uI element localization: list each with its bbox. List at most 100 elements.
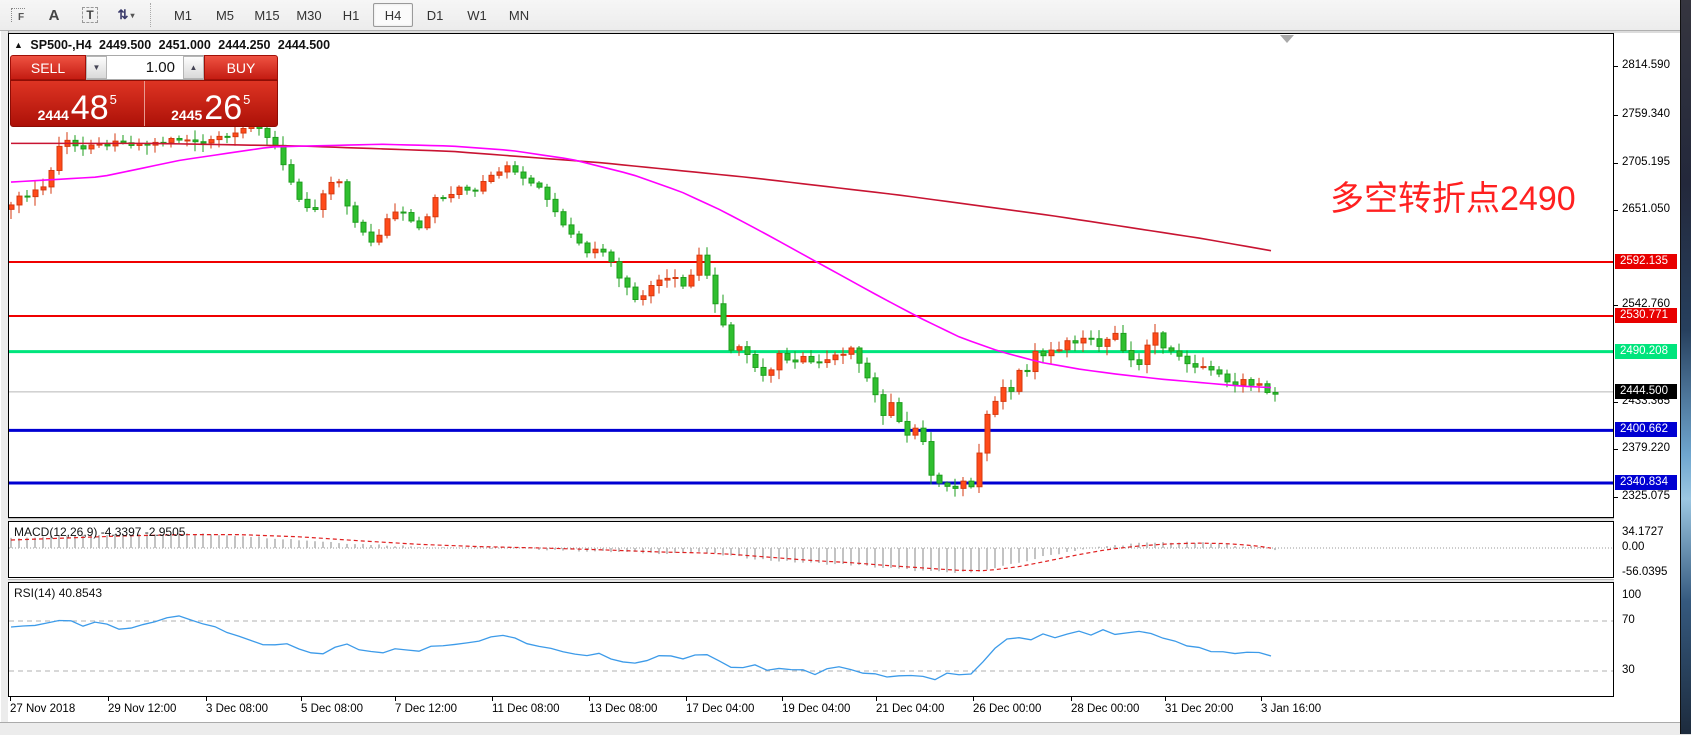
price-axis-label: 2651.050 bbox=[1622, 203, 1670, 216]
price-axis-tickmark bbox=[1614, 114, 1618, 116]
price-level-badge: 2400.662 bbox=[1615, 422, 1677, 438]
date-axis-label: 17 Dec 04:00 bbox=[686, 703, 755, 715]
macd-chart bbox=[9, 532, 1613, 573]
buy-button[interactable]: BUY bbox=[204, 55, 278, 80]
date-axis[interactable]: 27 Nov 2018 29 Nov 12:00 3 Dec 08:00 5 Dec … bbox=[8, 697, 1614, 722]
date-axis-tickmark bbox=[1071, 697, 1072, 701]
price-axis-tickmark bbox=[1614, 401, 1618, 403]
buy-price-big: 26 bbox=[204, 89, 243, 127]
price-axis-column[interactable]: 2814.590 2759.340 2705.195 2651.050 2542.760… bbox=[1614, 33, 1680, 722]
text-box-tool[interactable]: T bbox=[73, 2, 107, 28]
date-axis-tickmark bbox=[782, 697, 783, 701]
buy-price-sup: 5 bbox=[243, 92, 251, 107]
buy-price-display[interactable]: 2445 26 5 bbox=[145, 81, 278, 126]
date-axis-label: 28 Dec 00:00 bbox=[1071, 703, 1140, 715]
panel-separator[interactable] bbox=[8, 518, 1614, 521]
price-axis-label: 2379.220 bbox=[1622, 442, 1670, 455]
sell-button[interactable]: SELL bbox=[10, 55, 86, 80]
title-arrow-icon[interactable]: ▲ bbox=[14, 40, 23, 50]
price-axis-label: 2759.340 bbox=[1622, 107, 1670, 120]
date-axis-tickmark bbox=[973, 697, 974, 701]
timeframe-button-d1[interactable]: D1 bbox=[426, 7, 444, 23]
chart-window: ▲ SP500-,H4 2449.500 2451.000 2444.250 2… bbox=[8, 33, 1680, 722]
boxed-t-icon: T bbox=[82, 7, 98, 23]
rsi-label: RSI(14) 40.8543 bbox=[14, 586, 102, 600]
date-axis-label: 26 Dec 00:00 bbox=[973, 703, 1042, 715]
sell-price-sup: 5 bbox=[109, 92, 117, 107]
timeframe-button-h1[interactable]: H1 bbox=[342, 7, 360, 23]
ohlc-close: 2444.500 bbox=[277, 38, 331, 52]
price-axis-label: 2814.590 bbox=[1622, 59, 1670, 72]
volume-decrease-button[interactable]: ▼ bbox=[86, 56, 107, 79]
date-axis-tickmark bbox=[1261, 697, 1262, 701]
chart-shift-marker-icon[interactable] bbox=[1280, 35, 1294, 43]
price-axis-tickmark bbox=[1614, 162, 1618, 164]
date-axis-label: 27 Nov 2018 bbox=[10, 703, 76, 715]
timeframe-button-h4[interactable]: H4 bbox=[373, 3, 413, 27]
date-axis-tickmark bbox=[686, 697, 687, 701]
date-axis-label: 31 Dec 20:00 bbox=[1165, 703, 1234, 715]
timeframe-button-m5[interactable]: M5 bbox=[215, 7, 235, 23]
timeframe-button-m30[interactable]: M30 bbox=[296, 7, 322, 23]
macd-name: MACD(12,26,9) bbox=[14, 525, 98, 539]
price-axis-label: 2542.760 bbox=[1622, 298, 1670, 311]
macd-values: -4.3397 -2.9505 bbox=[100, 525, 186, 539]
date-axis-label: 19 Dec 04:00 bbox=[782, 703, 851, 715]
timeframe-button-w1[interactable]: W1 bbox=[467, 7, 487, 23]
date-axis-tickmark bbox=[876, 697, 877, 701]
price-axis-label: 2705.195 bbox=[1622, 155, 1670, 168]
price-axis-tickmark bbox=[1614, 210, 1618, 212]
price-axis-tickmark bbox=[1614, 449, 1618, 451]
rsi-axis-label: 30 bbox=[1622, 664, 1635, 676]
date-axis-tickmark bbox=[589, 697, 590, 701]
price-axis-tickmark bbox=[1614, 496, 1618, 498]
volume-increase-button[interactable]: ▲ bbox=[183, 56, 204, 79]
macd-axis-label: 34.1727 bbox=[1622, 525, 1664, 538]
letter-a-icon: A bbox=[48, 6, 60, 24]
text-label-tool[interactable]: A bbox=[37, 2, 71, 28]
arrows-tool[interactable]: ⇅ ▾ bbox=[109, 2, 143, 28]
rsi-name: RSI(14) bbox=[14, 586, 56, 600]
price-level-badge: 2490.208 bbox=[1615, 343, 1677, 359]
timeframe-button-group: M1 M5 M15 M30 H1 H4 D1 W1 MN bbox=[162, 3, 540, 27]
rsi-axis-label: 100 bbox=[1622, 589, 1642, 601]
date-axis-tickmark bbox=[395, 697, 396, 701]
chevron-down-icon: ▾ bbox=[130, 10, 135, 20]
grid-f-icon: F bbox=[10, 8, 26, 23]
date-axis-label: 21 Dec 04:00 bbox=[876, 703, 945, 715]
one-click-trade-panel: SELL ▼ ▲ BUY 2444 48 5 2445 26 5 bbox=[10, 55, 278, 127]
date-axis-tickmark bbox=[492, 697, 493, 701]
timeframe-button-m15[interactable]: M15 bbox=[254, 7, 280, 23]
date-axis-tickmark bbox=[301, 697, 302, 701]
price-level-badge: 2592.135 bbox=[1615, 254, 1677, 269]
buy-price-base: 2445 bbox=[171, 107, 203, 123]
price-level-badge: 2530.771 bbox=[1615, 307, 1677, 323]
volume-input[interactable] bbox=[107, 56, 183, 79]
panel-separator[interactable] bbox=[8, 579, 1614, 582]
timeframe-button-m1[interactable]: M1 bbox=[173, 7, 193, 23]
candlestick-chart bbox=[9, 113, 1613, 497]
sell-price-big: 48 bbox=[70, 89, 109, 127]
indicator-grid-tool[interactable]: F bbox=[1, 2, 35, 28]
rsi-plot[interactable] bbox=[8, 582, 1614, 697]
symbol-period: SP500-,H4 bbox=[30, 38, 92, 52]
date-axis-tickmark bbox=[108, 697, 109, 701]
price-axis-label: 2325.075 bbox=[1622, 489, 1670, 502]
chart-annotation-text[interactable]: 多空转折点2490 bbox=[1330, 180, 1576, 218]
macd-label: MACD(12,26,9) -4.3397 -2.9505 bbox=[14, 525, 185, 539]
date-axis-label: 7 Dec 12:00 bbox=[395, 703, 458, 715]
date-axis-label: 3 Jan 16:00 bbox=[1261, 703, 1322, 715]
price-axis-tickmark bbox=[1614, 66, 1618, 68]
desktop-background-stripe bbox=[1680, 0, 1691, 734]
date-axis-label: 13 Dec 08:00 bbox=[589, 703, 658, 715]
sell-price-display[interactable]: 2444 48 5 bbox=[11, 81, 145, 126]
rsi-chart bbox=[9, 615, 1613, 681]
macd-axis-label: -56.0395 bbox=[1622, 565, 1668, 578]
timeframe-button-mn[interactable]: MN bbox=[508, 7, 530, 23]
ohlc-open: 2449.500 bbox=[99, 38, 152, 52]
volume-box: ▼ ▲ bbox=[86, 55, 204, 80]
toolbar: F A T ⇅ ▾ M1 M5 M15 M30 H1 H4 D1 W1 MN bbox=[0, 0, 1680, 31]
price-level-badge: 2340.834 bbox=[1615, 475, 1677, 491]
date-axis-label: 3 Dec 08:00 bbox=[206, 703, 269, 715]
date-axis-label: 11 Dec 08:00 bbox=[492, 703, 560, 715]
